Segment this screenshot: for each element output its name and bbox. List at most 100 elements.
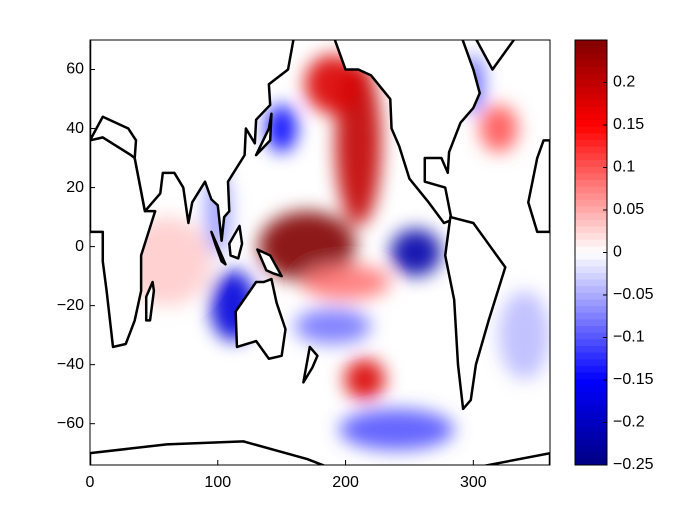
- colorbar-tick-label: 0.1: [613, 159, 635, 176]
- colorbar-tick-label: −0.05: [613, 286, 654, 303]
- colorbar-swatch: [575, 46, 607, 54]
- colorbar-swatch: [575, 405, 607, 413]
- landmass: [234, 277, 287, 360]
- colorbar-swatch: [575, 225, 607, 234]
- colorbar-swatch: [575, 86, 607, 94]
- anomaly: [390, 228, 442, 277]
- colorbar-swatch: [575, 425, 607, 433]
- landmass: [302, 345, 319, 384]
- colorbar-swatch: [575, 365, 607, 373]
- landmass: [90, 136, 157, 349]
- colorbar-swatch: [575, 332, 607, 340]
- colorbar-swatch: [575, 59, 607, 68]
- colorbar-swatch: [575, 252, 607, 260]
- colorbar-swatch: [575, 398, 607, 406]
- colorbar-swatch: [575, 338, 607, 346]
- colorbar-swatch: [575, 431, 607, 439]
- colorbar-swatch: [575, 265, 607, 273]
- y-tick-label: −20: [57, 297, 84, 314]
- landmass: [228, 224, 244, 260]
- axes-frame: [89, 39, 551, 466]
- colorbar-swatch: [575, 458, 607, 466]
- colorbar-swatch: [575, 259, 607, 267]
- colorbar-swatch: [575, 206, 607, 214]
- colorbar-swatch: [575, 352, 607, 360]
- colorbar-swatch: [575, 40, 607, 48]
- landmass: [254, 112, 273, 157]
- colorbar-swatch: [575, 245, 607, 253]
- colorbar-tick-label: −0.2: [613, 414, 645, 431]
- colorbar-swatch: [575, 232, 607, 240]
- landmass: [527, 139, 550, 234]
- colorbar-swatch: [575, 53, 607, 61]
- colorbar-swatch: [575, 285, 607, 293]
- colorbar-swatch: [575, 318, 607, 327]
- anomaly: [294, 308, 372, 344]
- anomaly: [479, 104, 519, 153]
- colorbar-swatch: [575, 312, 607, 320]
- y-tick-label: −60: [57, 415, 84, 432]
- colorbar-swatch: [575, 345, 607, 353]
- colorbar-tick-label: −0.25: [613, 456, 654, 473]
- colorbar-swatch: [575, 132, 607, 141]
- colorbar-tick-label: −0.15: [613, 371, 654, 388]
- colorbar-swatch: [575, 199, 607, 207]
- colorbar-frame: [574, 39, 608, 466]
- y-tick-label: 20: [66, 179, 84, 196]
- colorbar-swatch: [575, 325, 607, 333]
- anomaly: [498, 290, 550, 380]
- colorbar-swatch: [575, 445, 607, 453]
- colorbar-swatch: [575, 152, 607, 161]
- colorbar-swatch: [575, 159, 607, 167]
- landmass: [443, 215, 507, 411]
- colorbar-swatch: [575, 166, 607, 174]
- colorbar-swatch: [575, 305, 607, 313]
- colorbar-swatch: [575, 79, 607, 87]
- colorbar-swatch: [575, 438, 607, 446]
- y-tick-label: 40: [66, 120, 84, 137]
- colorbar-tick-label: 0: [613, 244, 622, 261]
- colorbar-swatch: [575, 418, 607, 426]
- colorbar-swatch: [575, 451, 607, 459]
- colorbar-swatch: [575, 411, 607, 420]
- colorbar-swatch: [575, 126, 607, 134]
- colorbar-tick-label: 0.05: [613, 201, 644, 218]
- colorbar-tick-label: −0.1: [613, 329, 645, 346]
- colorbar-swatch: [575, 391, 607, 400]
- colorbar-swatch: [575, 272, 607, 280]
- colorbar-swatch: [575, 279, 607, 287]
- colorbar-swatch: [575, 378, 607, 386]
- colorbar-swatch: [575, 93, 607, 101]
- anomaly: [266, 104, 297, 153]
- colorbar: −0.25 −0.2 −0.15 −0.1 −0.05 0 0.05 0.1 0.15 0.2: [575, 40, 654, 473]
- colorbar-tick-label: 0.2: [613, 74, 635, 91]
- colorbar-swatch: [575, 66, 607, 74]
- landmass: [210, 230, 227, 266]
- colorbar-tick-label: 0.15: [613, 116, 644, 133]
- colorbar-swatch: [575, 172, 607, 180]
- landmass: [256, 248, 283, 278]
- colorbar-swatch: [575, 192, 607, 200]
- y-tick-label: 60: [66, 61, 84, 78]
- x-tick-label: 0: [86, 474, 95, 491]
- colorbar-swatch: [575, 239, 607, 247]
- anomaly: [344, 358, 386, 401]
- colorbar-swatch: [575, 358, 607, 366]
- colorbar-swatch: [575, 73, 607, 81]
- landmass: [333, 40, 481, 225]
- anomaly: [300, 264, 391, 300]
- landmass: [144, 280, 156, 322]
- colorbar-swatch: [575, 212, 607, 220]
- colorbar-swatch: [575, 146, 607, 154]
- colorbar-swatch: [575, 179, 607, 187]
- x-tick-label: 100: [204, 474, 231, 491]
- colorbar-swatch: [575, 372, 607, 380]
- landmass: [90, 440, 550, 465]
- colorbar-swatch: [575, 99, 607, 107]
- landmass: [475, 40, 516, 71]
- anomaly: [339, 408, 455, 451]
- colorbar-swatch: [575, 186, 607, 194]
- colorbar-swatch: [575, 113, 607, 121]
- colorbar-swatch: [575, 292, 607, 300]
- colorbar-swatch: [575, 298, 607, 307]
